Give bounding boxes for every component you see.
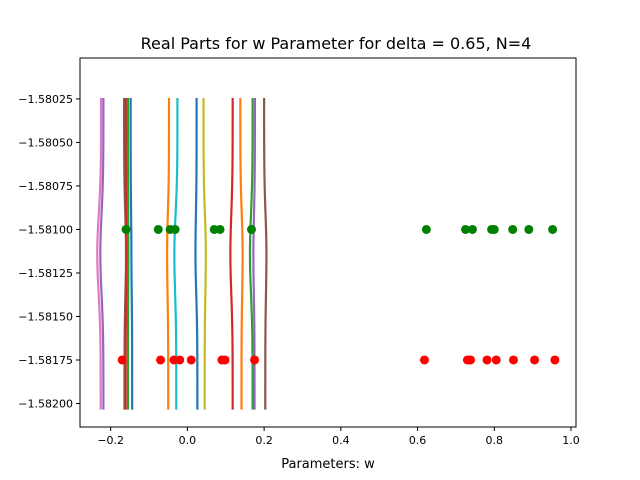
y-tick-label: −1.58100 — [18, 223, 73, 236]
scatter-point-s1-7 — [246, 224, 256, 234]
scatter-point-s1-2 — [153, 224, 163, 234]
scatter-point-s2-14 — [508, 355, 518, 365]
y-tick-label: −1.58075 — [18, 180, 73, 193]
scatter-point-s2-13 — [491, 355, 501, 365]
scatter-point-s2-12 — [482, 355, 492, 365]
series-line-12 — [239, 98, 244, 410]
scatter-point-s2-15 — [530, 355, 540, 365]
series-line-15 — [263, 98, 268, 410]
x-tick-label: 0.0 — [179, 434, 197, 447]
y-tick-label: −1.58025 — [18, 93, 73, 106]
y-tick-label: −1.58150 — [18, 310, 73, 323]
series-line-1 — [96, 98, 103, 410]
scatter-point-s2-11 — [466, 355, 476, 365]
x-tick-label: 1.0 — [562, 434, 580, 447]
y-tick-label: −1.58200 — [18, 398, 73, 411]
scatter-point-s1-8 — [421, 224, 431, 234]
scatter-point-s2-1 — [117, 355, 127, 365]
scatter-point-s1-4 — [170, 224, 180, 234]
scatter-point-s2-16 — [550, 355, 560, 365]
plot-points — [117, 224, 560, 365]
scatter-point-s1-13 — [508, 224, 518, 234]
series-line-9 — [194, 98, 199, 410]
series-line-2 — [99, 98, 105, 410]
series-line-6 — [129, 98, 134, 410]
plot-area-frame — [79, 57, 577, 428]
x-tick-label: 0.8 — [486, 434, 504, 447]
y-tick-label: −1.58175 — [18, 354, 73, 367]
scatter-point-s1-10 — [467, 224, 477, 234]
series-line-7 — [165, 98, 171, 410]
scatter-point-s1-1 — [121, 224, 131, 234]
x-tick-label: 0.2 — [255, 434, 273, 447]
scatter-point-s2-2 — [156, 355, 166, 365]
scatter-point-s1-9 — [461, 224, 471, 234]
scatter-point-s2-7 — [220, 355, 230, 365]
scatter-point-s2-9 — [419, 355, 429, 365]
scatter-point-s2-4 — [175, 355, 185, 365]
x-axis-label: Parameters: w — [281, 457, 375, 472]
scatter-point-s1-14 — [524, 224, 534, 234]
scatter-point-s2-8 — [250, 355, 260, 365]
x-axis: −0.2 0.0 0.2 0.4 0.6 0.8 1.0 — [97, 427, 580, 447]
scatter-point-s1-6 — [215, 224, 225, 234]
y-tick-label: −1.58125 — [18, 267, 73, 280]
series-line-11 — [229, 98, 234, 410]
series-line-10 — [202, 98, 207, 410]
y-axis: −1.58025 −1.58050 −1.58075 −1.58100 −1.58125… — [18, 93, 80, 411]
series-line-4 — [124, 98, 128, 410]
scatter-point-s2-5 — [186, 355, 196, 365]
x-tick-label: −0.2 — [97, 434, 124, 447]
y-tick-label: −1.58050 — [18, 136, 73, 149]
chart-title: Real Parts for w Parameter for delta = 0… — [141, 34, 532, 53]
scatter-point-s1-12 — [489, 224, 499, 234]
x-tick-label: 0.4 — [332, 434, 350, 447]
x-tick-label: 0.6 — [409, 434, 427, 447]
scatter-point-s1-15 — [548, 224, 558, 234]
